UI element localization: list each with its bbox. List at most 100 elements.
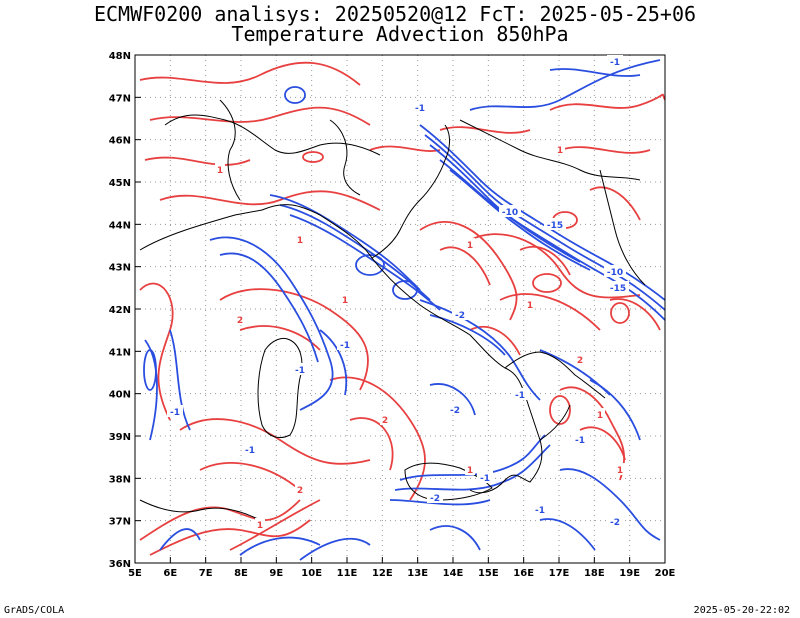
contour-label-box — [380, 413, 390, 425]
lon-tick-label: 15E — [478, 568, 499, 579]
contour-label-box — [477, 471, 493, 483]
contour-label: -1 — [170, 408, 180, 418]
contour-label-box — [572, 433, 588, 445]
contour-label-box — [555, 143, 565, 155]
contour-label-box — [242, 443, 258, 455]
lon-tick-label: 5E — [128, 568, 142, 579]
contour-label: -1 — [575, 436, 585, 446]
contour-label: 2 — [297, 486, 303, 496]
contour-label-box — [215, 163, 225, 175]
lon-tick-label: 17E — [549, 568, 570, 579]
contour-label: -1 — [610, 58, 620, 68]
longitude-axis: 5E 6E 7E 8E 9E 10E 11E 12E 13E 14E 15E 16E 17E 18E 19E… — [128, 557, 676, 579]
contour-label-box — [427, 491, 443, 503]
lon-tick-label: 18E — [584, 568, 605, 579]
contour-label: -2 — [610, 518, 620, 528]
contour-label: 1 — [597, 411, 603, 421]
lat-tick-label: 44N — [109, 220, 131, 231]
lat-tick-label: 46N — [109, 136, 131, 147]
contour-label-box — [337, 338, 353, 350]
contour-label: -1 — [340, 341, 350, 351]
contour-label: -1 — [535, 506, 545, 516]
lon-tick-label: 16E — [513, 568, 534, 579]
lat-tick-label: 43N — [109, 263, 131, 274]
lat-tick-label: 48N — [109, 51, 131, 62]
contour-label-box — [607, 55, 623, 67]
contour-label: 1 — [467, 241, 473, 251]
coastlines — [139, 99, 646, 521]
contour-label-box — [295, 483, 305, 495]
contour-label: -1 — [295, 366, 305, 376]
lat-tick-label: 47N — [109, 93, 131, 104]
lat-tick-label: 36N — [109, 559, 131, 570]
contour-label-box — [255, 518, 265, 530]
contour-label-box — [465, 463, 475, 475]
contour-label: -1 — [415, 104, 425, 114]
contour-label-box — [295, 233, 305, 245]
title-line-2: Temperature Advection 850hPa — [231, 22, 568, 46]
latitude-axis: 36N 37N 38N 39N 40N 41N 42N 43N 44N 45N 46N 47N 48N — [109, 51, 141, 570]
contour-label: -2 — [455, 311, 465, 321]
contour-label: -10 — [502, 208, 518, 218]
contour-label: -15 — [610, 284, 626, 294]
lon-tick-label: 14E — [443, 568, 464, 579]
lon-tick-label: 9E — [269, 568, 283, 579]
lon-tick-label: 7E — [199, 568, 213, 579]
contour-label-box — [604, 265, 626, 277]
contour-label-box — [607, 281, 629, 293]
lat-tick-label: 40N — [109, 390, 131, 401]
contour-label: 1 — [467, 466, 473, 476]
lat-tick-label: 42N — [109, 305, 131, 316]
contour-label: -1 — [245, 446, 255, 456]
contour-label-box — [412, 101, 428, 113]
contour-label: 2 — [577, 356, 583, 366]
contour-label: -2 — [430, 494, 440, 504]
contour-label-box — [292, 363, 308, 375]
contour-label-box — [595, 408, 605, 420]
contour-label: 1 — [527, 301, 533, 311]
lon-tick-label: 10E — [301, 568, 322, 579]
contour-label: 1 — [617, 466, 623, 476]
contour-label: -1 — [480, 474, 490, 484]
lon-tick-label: 8E — [234, 568, 248, 579]
warm-advection-contours — [139, 61, 665, 556]
contour-label-box — [532, 503, 548, 515]
contour-label: 1 — [297, 236, 303, 246]
contour-label-box — [544, 218, 566, 230]
lat-tick-label: 38N — [109, 474, 131, 485]
lat-tick-label: 37N — [109, 517, 131, 528]
lon-tick-label: 19E — [619, 568, 640, 579]
lon-tick-label: 12E — [372, 568, 393, 579]
lon-tick-label: 11E — [337, 568, 358, 579]
contour-label-box — [607, 515, 623, 527]
lon-tick-label: 20E — [655, 568, 676, 579]
contour-label: 2 — [237, 316, 243, 326]
footer-left: GrADS/COLA — [4, 605, 64, 616]
contour-label-box — [499, 205, 521, 217]
contour-label: -15 — [547, 221, 563, 231]
title-line-1: ECMWF0200 analisys: 20250520@12 FcT: 202… — [94, 2, 696, 26]
contour-label: -1 — [515, 391, 525, 401]
contour-label-box — [512, 388, 528, 400]
lat-tick-label: 41N — [109, 347, 131, 358]
lat-tick-label: 45N — [109, 178, 131, 189]
contour-label: -10 — [607, 268, 623, 278]
contour-labels: 1 1 2 1 2 1 1 1 2 1 1 2 1 1 -1 -1 -1 -1 -10 -15 -15 -10 -2 -1 -1… — [167, 55, 629, 531]
contour-label: 2 — [382, 416, 388, 426]
contour-label-box — [340, 293, 350, 305]
lon-tick-label: 13E — [407, 568, 428, 579]
footer-timestamp: 2025-05-20-22:02 — [694, 605, 790, 616]
contour-label: 1 — [342, 296, 348, 306]
contour-label: 1 — [257, 521, 263, 531]
contour-label-box — [452, 308, 468, 320]
contour-label-box — [235, 313, 245, 325]
contour-label: 1 — [217, 166, 223, 176]
lat-tick-label: 39N — [109, 432, 131, 443]
plot-area — [135, 55, 665, 563]
contour-label-box — [525, 298, 535, 310]
lon-tick-label: 6E — [163, 568, 177, 579]
contour-label-box — [615, 463, 625, 475]
gridlines — [135, 55, 665, 563]
contour-label: -2 — [450, 406, 460, 416]
